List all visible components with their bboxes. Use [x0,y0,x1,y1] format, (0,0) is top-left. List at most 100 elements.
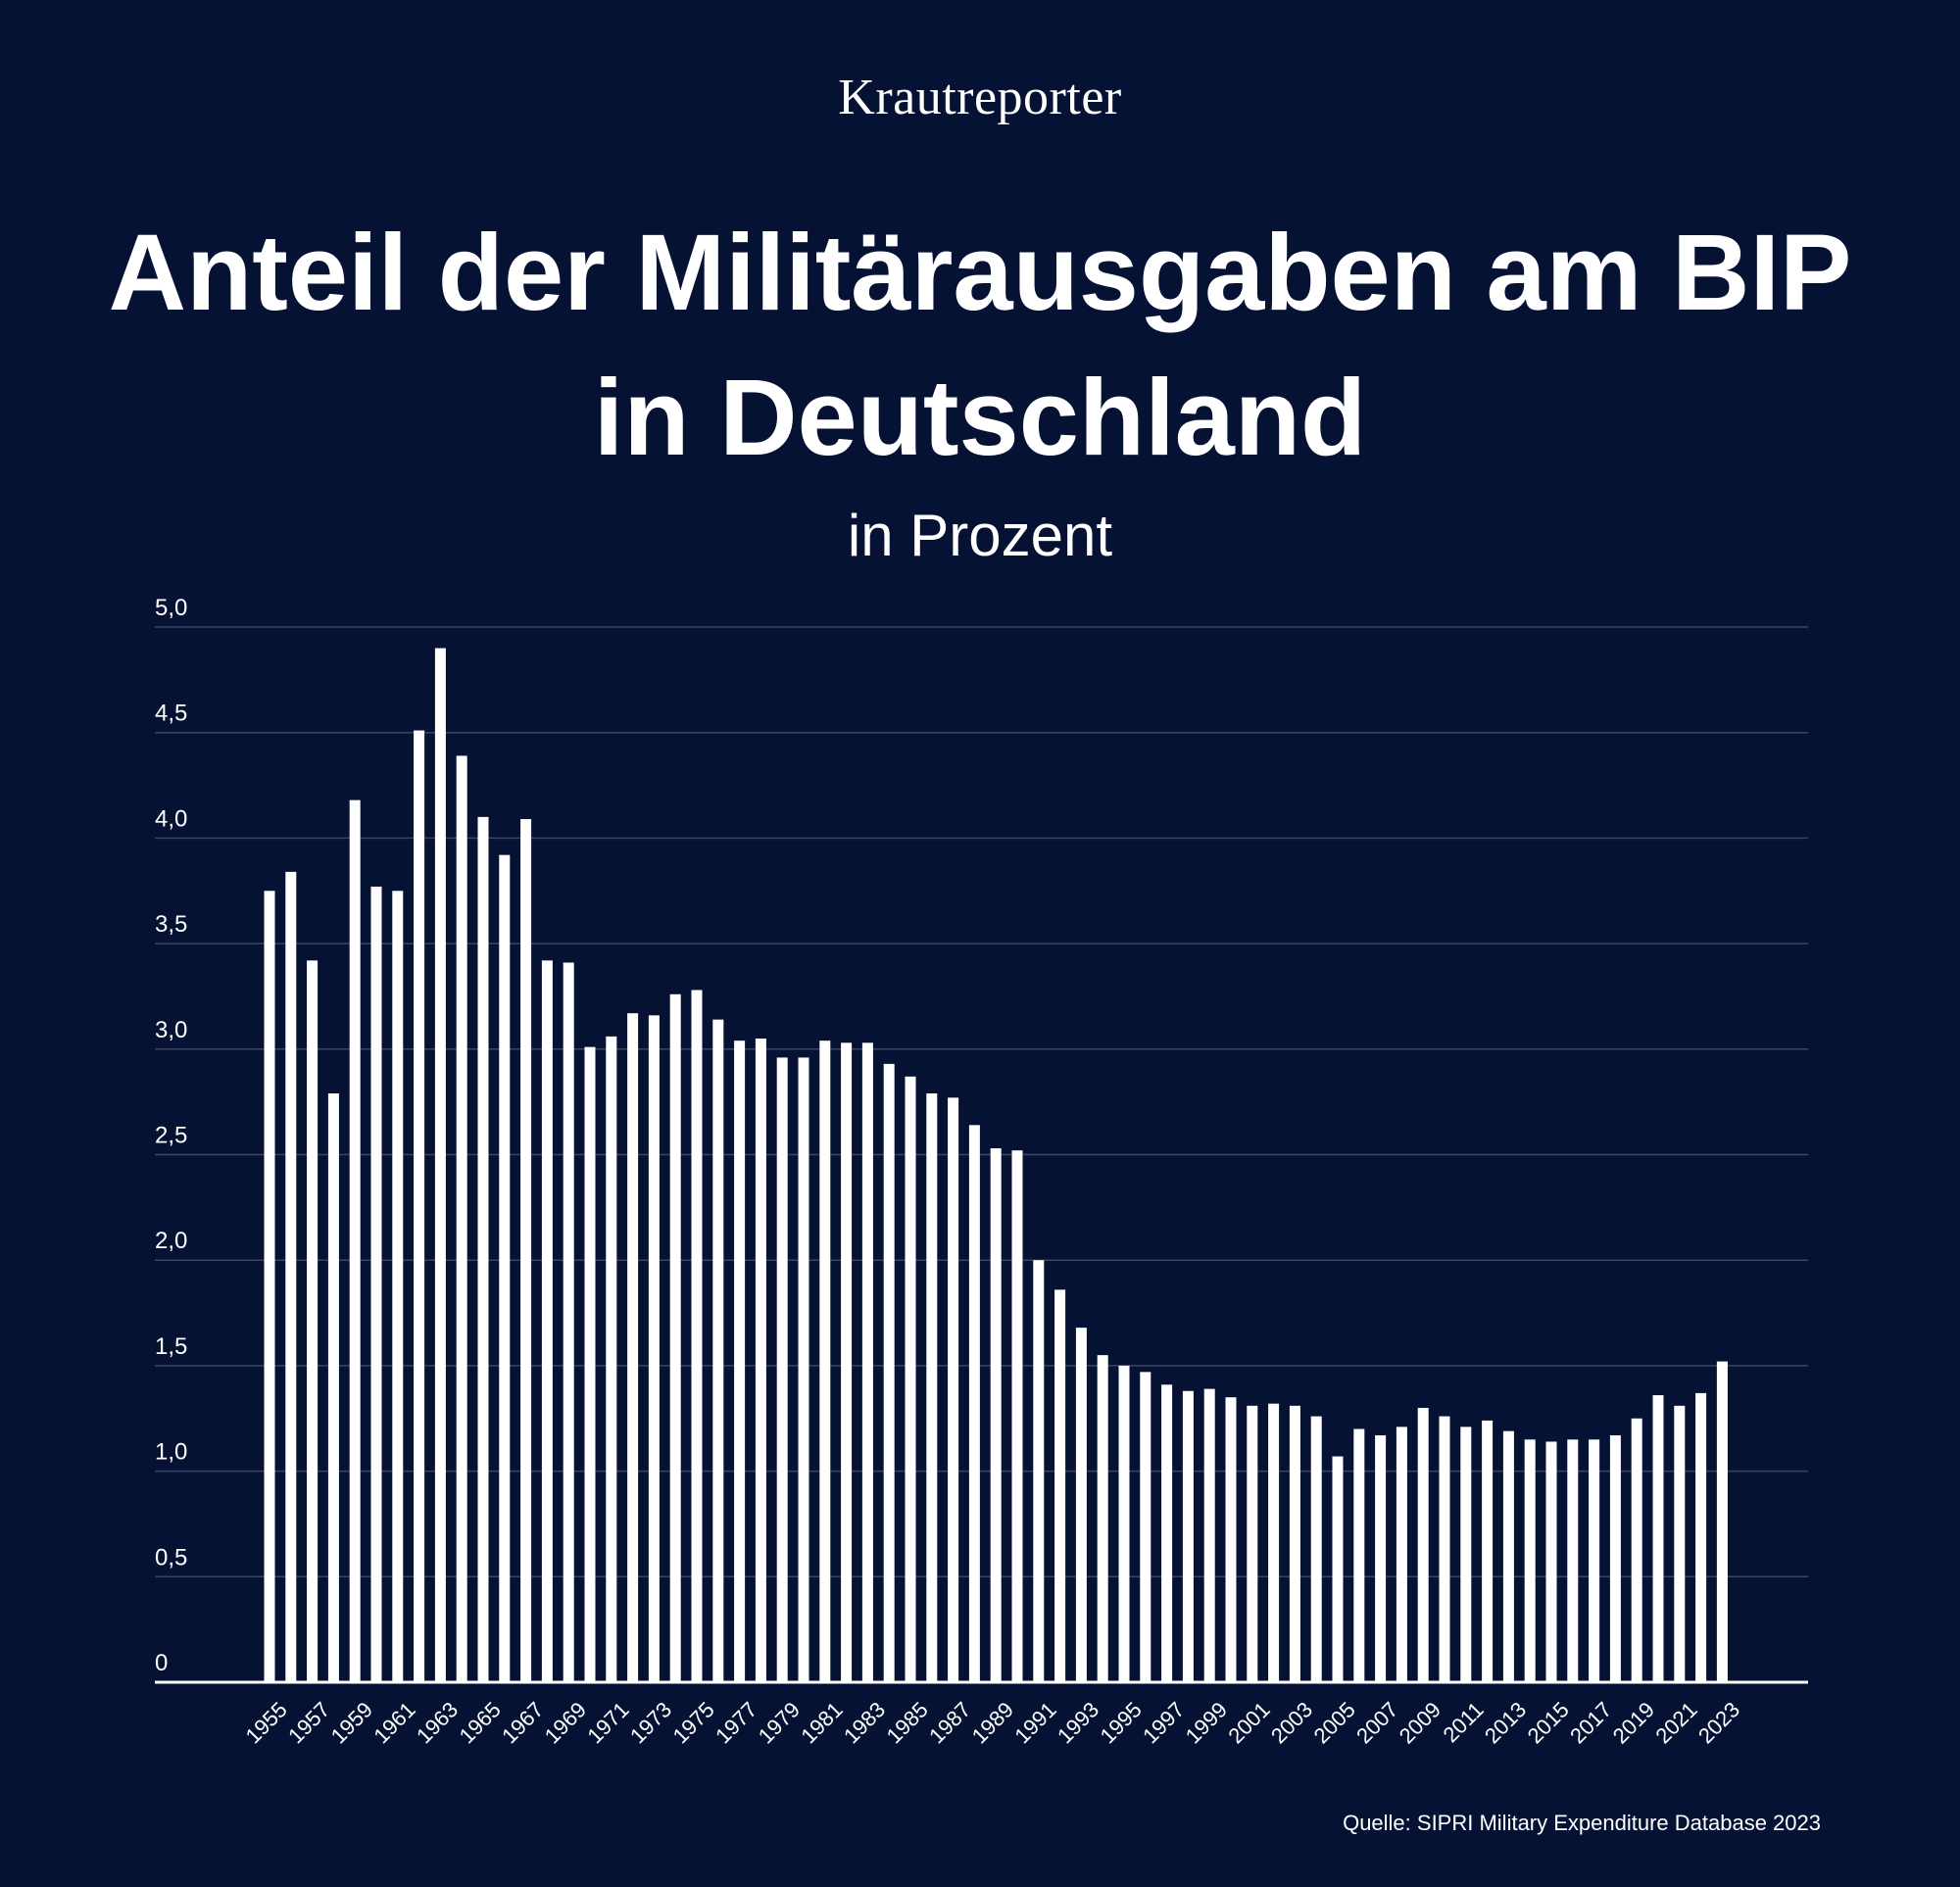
x-tick-label: 1977 [710,1697,761,1748]
bar [1268,1403,1280,1682]
x-tick-label: 2001 [1223,1697,1274,1748]
x-tick-label: 1965 [455,1697,506,1748]
y-tick-label: 1,5 [155,1333,187,1360]
bar [627,1013,639,1682]
x-tick-label: 1971 [582,1697,633,1748]
bar [1203,1388,1215,1682]
bar [1545,1441,1557,1682]
bar [755,1039,766,1682]
bar [1652,1395,1664,1682]
bar [1118,1365,1130,1682]
bar [819,1040,831,1682]
chart-subtitle: in Prozent [847,503,1113,568]
bar [1460,1427,1472,1682]
bar [1589,1439,1600,1682]
source-note: Quelle: SIPRI Military Expenditure Datab… [1343,1811,1821,1835]
x-tick-label: 1983 [839,1697,890,1748]
bar [327,1093,339,1682]
bar [1396,1427,1407,1682]
bar [648,1015,660,1682]
bar [1482,1420,1494,1682]
bar [414,730,425,1682]
bar [669,993,681,1682]
y-tick-label: 0,5 [155,1544,187,1571]
bar [990,1148,1002,1682]
bar [477,816,489,1682]
x-tick-label: 2017 [1565,1697,1616,1748]
x-tick-label: 2009 [1395,1697,1446,1748]
bar [456,755,467,1682]
x-tick-label: 2013 [1480,1697,1531,1748]
bar [541,960,553,1682]
bar [734,1040,746,1682]
chart-title-line-1: Anteil der Militärausgaben am BIP [108,213,1852,333]
x-tick-label: 1973 [625,1697,676,1748]
chart-title: Anteil der Militärausgaben am BIP in Deu… [0,201,1960,491]
x-tick-label: 2007 [1351,1697,1402,1748]
bar [563,962,574,1682]
bar [349,799,361,1682]
bar [691,990,703,1682]
bar [1289,1405,1300,1682]
bar [926,1093,938,1682]
x-tick-label: 1987 [924,1697,975,1748]
bar [1075,1328,1087,1682]
y-tick-label: 2,5 [155,1123,187,1149]
bar [1417,1407,1429,1682]
bar [392,891,404,1682]
bar [1439,1416,1450,1682]
bar [1502,1430,1514,1682]
bar [370,886,382,1682]
x-tick-label: 1955 [241,1697,292,1748]
x-tick-label: 1963 [412,1697,463,1748]
y-tick-label: 3,5 [155,911,187,938]
x-tick-label: 1975 [668,1697,719,1748]
bar [1182,1390,1194,1682]
bar [1353,1428,1365,1682]
bar [1524,1439,1536,1682]
x-tick-label: 1991 [1009,1697,1060,1748]
bar [841,1042,853,1682]
x-tick-label: 2015 [1523,1697,1574,1748]
x-tick-label: 1985 [882,1697,933,1748]
bar [520,819,532,1682]
bar [1140,1372,1152,1682]
bar [1225,1397,1237,1682]
x-tick-label: 1967 [497,1697,548,1748]
bar [1161,1384,1173,1682]
bar [798,1057,809,1682]
y-tick-label: 4,0 [155,805,187,832]
bar [1054,1289,1066,1682]
y-tick-label: 0 [155,1650,168,1676]
bar [1609,1434,1621,1682]
bar [1375,1434,1387,1682]
x-tick-label: 1979 [754,1697,805,1748]
x-tick-label: 1993 [1053,1697,1103,1748]
y-tick-label: 5,0 [155,595,187,621]
brand-logo: Krautreporter [838,70,1122,125]
x-tick-label: 2005 [1309,1697,1360,1748]
y-tick-label: 1,0 [155,1439,187,1466]
x-tick-label: 2023 [1693,1697,1744,1748]
bar [1567,1439,1579,1682]
bar [1247,1405,1258,1682]
bar [1332,1456,1344,1682]
x-tick-label: 1989 [967,1697,1018,1748]
bar [1033,1260,1045,1682]
bar [434,648,446,1682]
y-tick-label: 4,5 [155,701,187,727]
bar [499,854,511,1682]
x-tick-label: 1959 [326,1697,377,1748]
bar [584,1046,596,1682]
chart-title-line-2: in Deutschland [593,358,1367,478]
bar [948,1097,959,1682]
x-tick-label: 2019 [1608,1697,1659,1748]
x-tick-label: 1957 [283,1697,334,1748]
bar [1716,1361,1728,1682]
x-tick-label: 2021 [1650,1697,1701,1748]
x-tick-label: 1995 [1096,1697,1147,1748]
x-tick-label: 1969 [540,1697,591,1748]
bar [285,871,297,1682]
bar [776,1057,788,1682]
